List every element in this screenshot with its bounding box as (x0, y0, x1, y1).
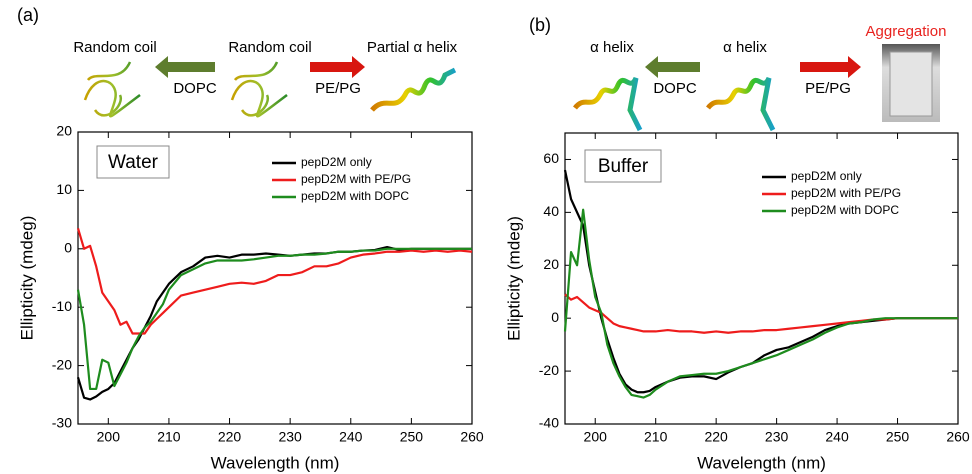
schematic-label: Partial α helix (367, 39, 458, 56)
inset-box (96, 145, 170, 179)
x-tick-label: 230 (278, 429, 302, 445)
x-tick-label: 250 (400, 429, 424, 445)
plot-frame (564, 132, 959, 425)
x-tick-label: 240 (825, 429, 849, 445)
y-tick-label: 0 (64, 240, 72, 256)
x-axis-label: Wavelength (nm) (211, 453, 340, 472)
panel-label: (b) (529, 15, 551, 35)
legend-label: pepD2M with PE/PG (791, 186, 901, 200)
series-line (564, 293, 958, 334)
plot-frame (77, 131, 473, 425)
x-tick-label: 210 (157, 429, 181, 445)
x-tick-label: 210 (644, 429, 668, 445)
y-axis-label: Ellipticity (mdeg) (17, 216, 36, 341)
x-tick-label: 250 (886, 429, 910, 445)
y-tick-label: 20 (56, 123, 72, 139)
legend-label: pepD2M with PE/PG (301, 172, 411, 186)
inset-label: Water (108, 152, 159, 173)
legend-label: pepD2M only (301, 155, 372, 169)
y-tick-label: 40 (543, 203, 559, 219)
panel-label: (a) (17, 5, 39, 25)
schematic-label: α helix (723, 39, 767, 56)
inset-label: Buffer (598, 156, 649, 177)
schematic-label: DOPC (173, 80, 217, 97)
x-tick-label: 260 (946, 429, 970, 445)
y-tick-label: 20 (543, 256, 559, 272)
x-tick-label: 220 (218, 429, 242, 445)
x-tick-label: 260 (460, 429, 484, 445)
x-tick-label: 230 (765, 429, 789, 445)
y-tick-label: -10 (52, 298, 72, 314)
y-tick-label: 0 (551, 309, 559, 325)
x-tick-label: 240 (339, 429, 363, 445)
schematic-label: DOPC (653, 80, 697, 97)
x-tick-label: 200 (97, 429, 121, 445)
y-tick-label: -30 (52, 415, 72, 431)
x-tick-label: 220 (704, 429, 728, 445)
y-tick-label: -20 (539, 362, 559, 378)
y-tick-label: -20 (52, 356, 72, 372)
series-line (76, 247, 472, 391)
legend-label: pepD2M with DOPC (791, 203, 899, 217)
y-tick-label: 10 (56, 181, 72, 197)
schematic-label: Random coil (73, 39, 156, 56)
series-line (563, 208, 958, 399)
schematic-label: α helix (590, 39, 634, 56)
series-line (76, 245, 472, 401)
y-axis-label: Ellipticity (mdeg) (504, 216, 523, 341)
legend-label: pepD2M only (791, 169, 862, 183)
schematic-label: PE/PG (315, 80, 361, 97)
schematic-label: Random coil (228, 39, 311, 56)
x-axis-label: Wavelength (nm) (697, 453, 826, 472)
schematic-a (83, 56, 457, 118)
inset-box (584, 149, 662, 183)
y-tick-label: 60 (543, 150, 559, 166)
schematic-label: PE/PG (805, 80, 851, 97)
legend-label: pepD2M with DOPC (301, 189, 409, 203)
series-line (76, 228, 473, 335)
series-line (563, 169, 958, 394)
y-tick-label: -40 (539, 415, 559, 431)
x-tick-label: 200 (584, 429, 608, 445)
schematic-label: Aggregation (866, 23, 947, 40)
schematic-b (573, 44, 940, 132)
